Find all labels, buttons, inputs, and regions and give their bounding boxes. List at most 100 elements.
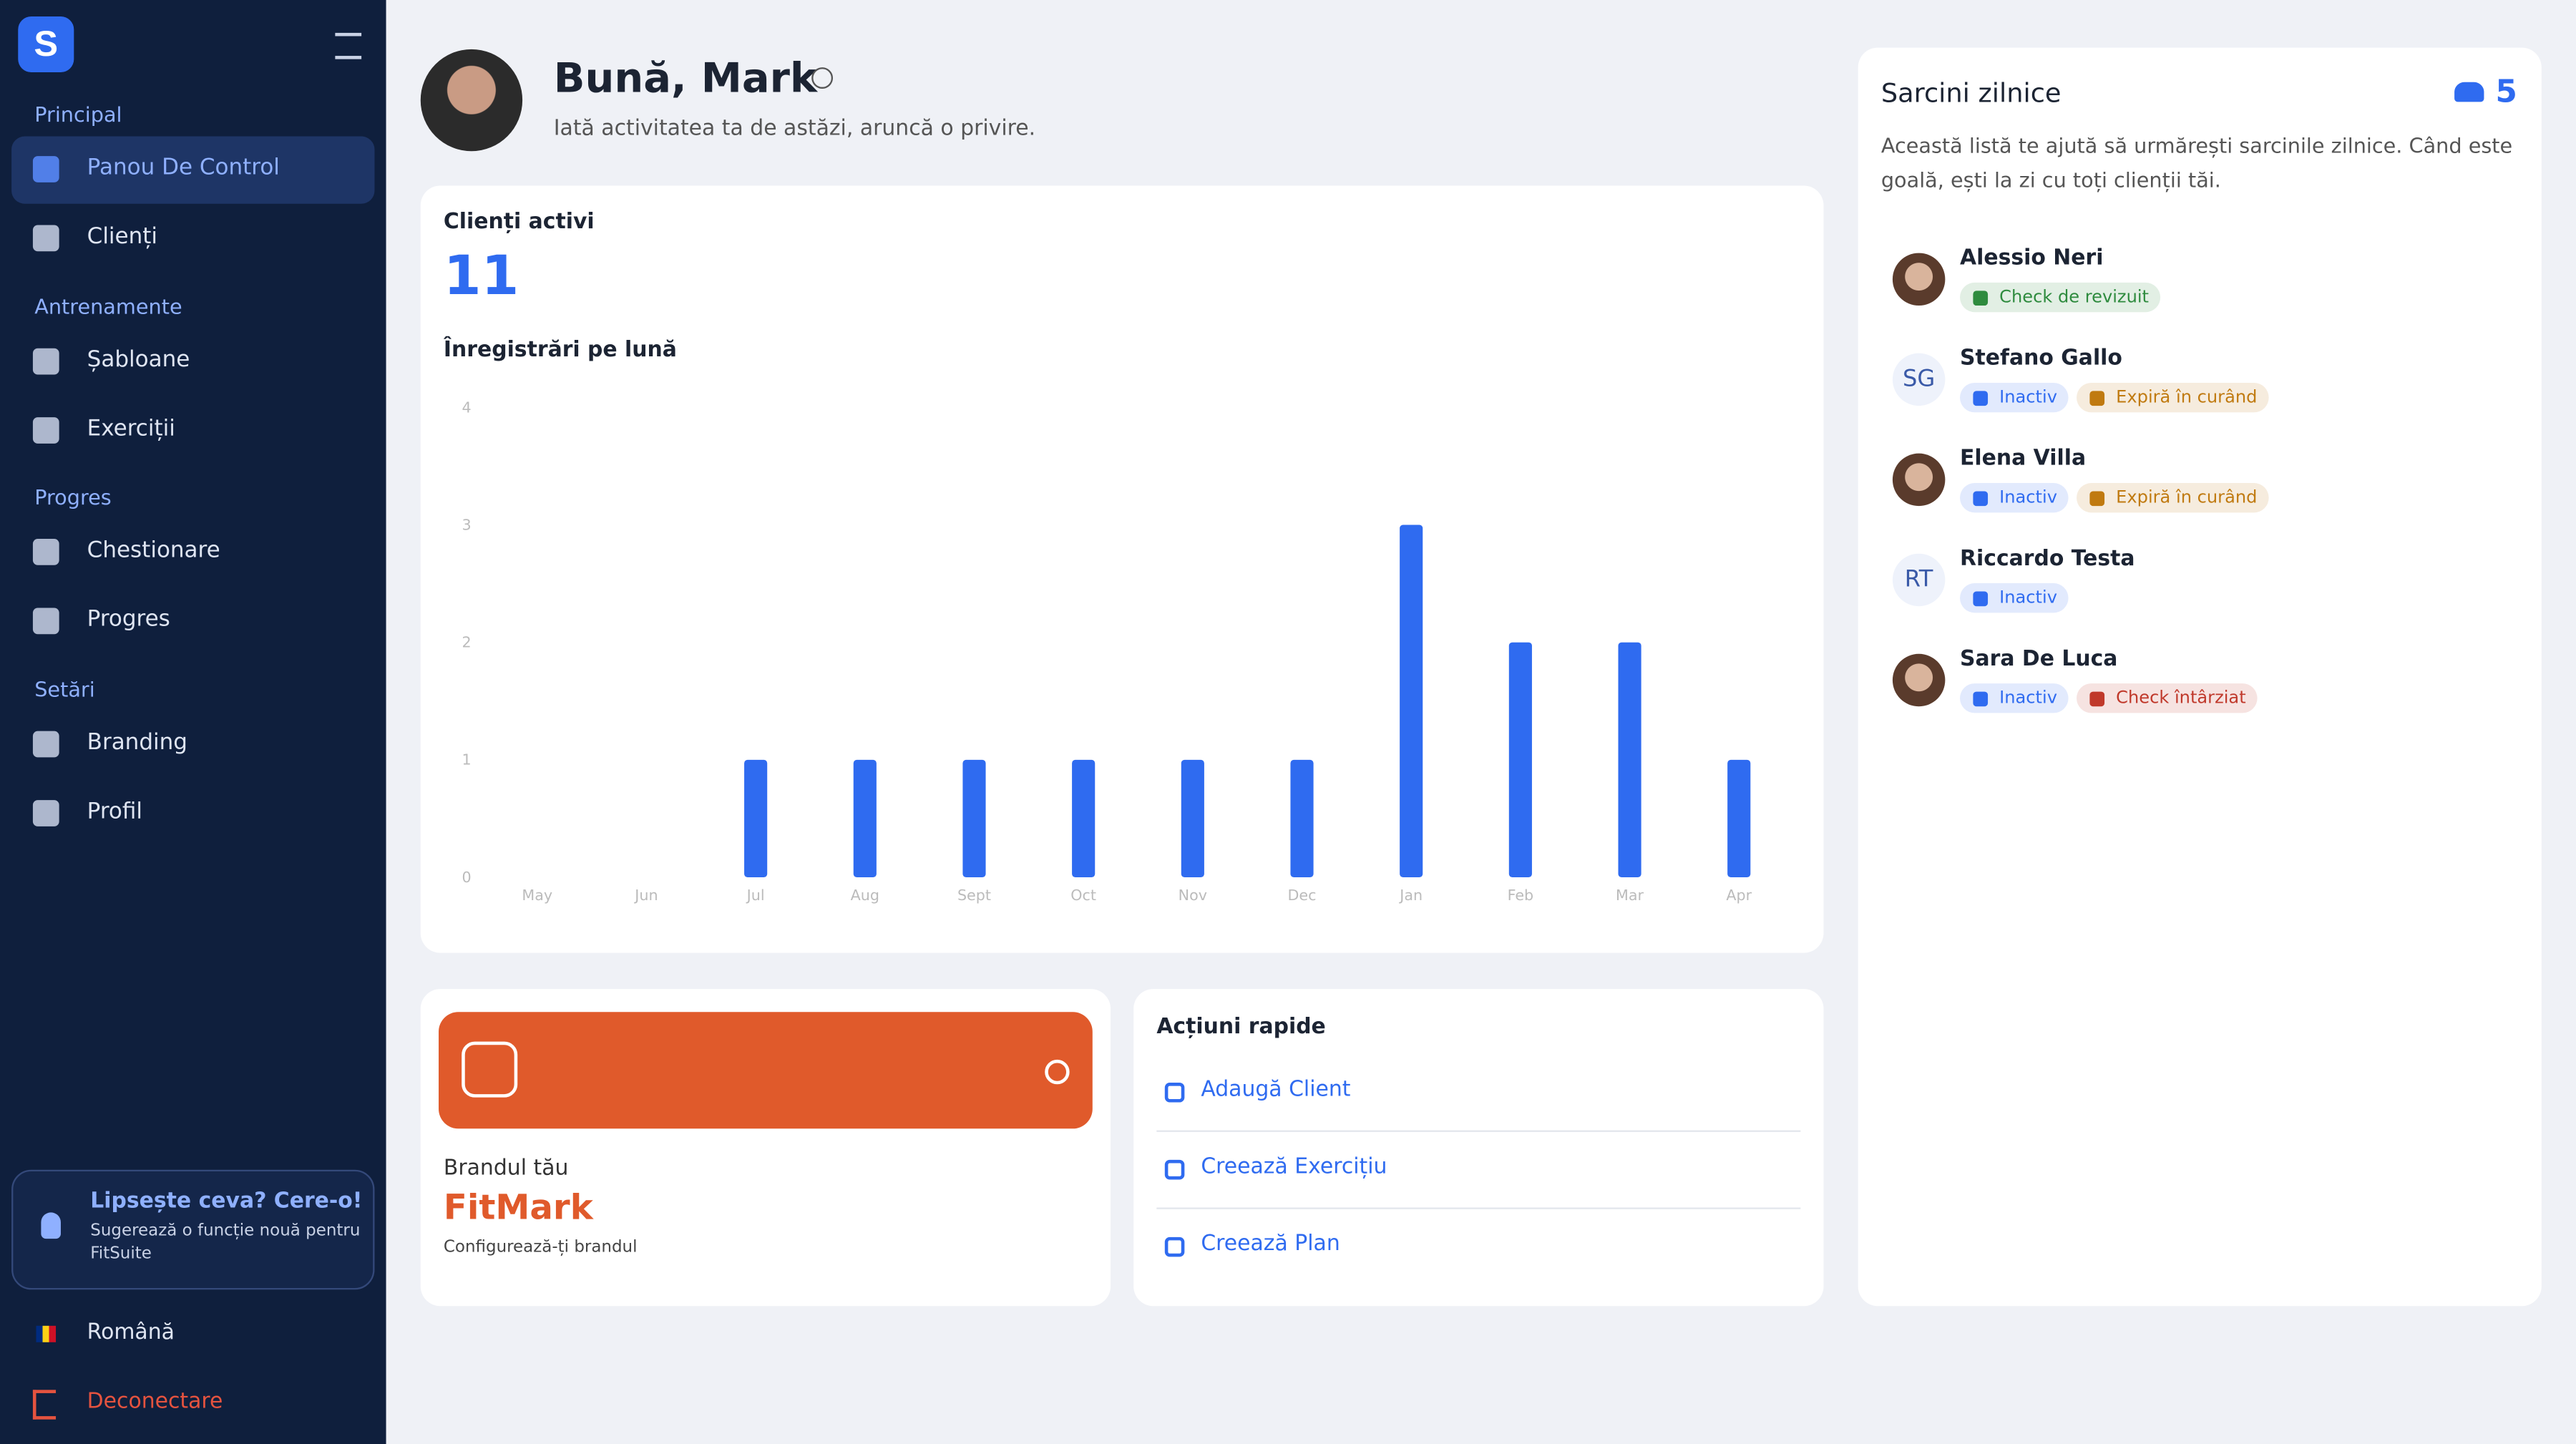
- nav-item[interactable]: Panou De Control: [87, 154, 280, 181]
- bar: [853, 759, 877, 878]
- logout[interactable]: Deconectare: [87, 1390, 223, 1415]
- y-tick-label: 0: [462, 869, 471, 886]
- status-tag: Inactiv: [1960, 583, 2069, 613]
- promo-title: Lipsește ceva? Cere-o!: [90, 1189, 363, 1214]
- quick-action[interactable]: Creează Plan: [1201, 1231, 1340, 1257]
- status-tag: Check întârziat: [2077, 683, 2258, 713]
- status-tag: Inactiv: [1960, 382, 2069, 413]
- y-tick-label: 1: [462, 751, 471, 769]
- quick-action[interactable]: Creează Exercițiu: [1201, 1155, 1387, 1180]
- tag-icon: [2089, 391, 2105, 406]
- nav-section-title: Setări: [34, 676, 95, 702]
- client-name[interactable]: Riccardo Testa: [1960, 547, 2135, 572]
- nav-item[interactable]: Exerciții: [87, 415, 175, 442]
- divider: [1156, 1130, 1801, 1132]
- flag-icon: [36, 1325, 57, 1342]
- nav-icon: [32, 225, 59, 252]
- help-icon[interactable]: [811, 67, 834, 89]
- nav-icon: [32, 608, 59, 635]
- nav-item[interactable]: Profil: [87, 798, 142, 825]
- quick-action-icon: [1164, 1159, 1185, 1180]
- tag-icon: [1973, 491, 1989, 507]
- tag-icon: [1973, 591, 1989, 607]
- nav-icon: [32, 156, 59, 182]
- promo-box[interactable]: [11, 1169, 375, 1290]
- tasks-people-icon: [2454, 82, 2484, 102]
- brand-name: FitMark: [443, 1187, 593, 1228]
- bar: [1508, 642, 1532, 878]
- tasks-count: 5: [2495, 74, 2517, 110]
- nav-item[interactable]: Chestionare: [87, 537, 220, 564]
- client-name[interactable]: Sara De Luca: [1960, 647, 2118, 673]
- active-clients-value: 11: [443, 243, 519, 308]
- nav-icon: [32, 539, 59, 565]
- status-tag: Expiră în curând: [2077, 382, 2269, 413]
- nav-icon: [32, 348, 59, 375]
- bar: [744, 759, 768, 878]
- user-avatar: [420, 49, 523, 152]
- brand-banner[interactable]: [439, 1012, 1093, 1129]
- tag-icon: [2089, 491, 2105, 507]
- quick-actions-title: Acțiuni rapide: [1156, 1015, 1326, 1040]
- x-tick-label: Jul: [746, 887, 765, 904]
- status-tag: Expiră în curând: [2077, 483, 2269, 513]
- client-name[interactable]: Stefano Gallo: [1960, 346, 2122, 371]
- divider: [1156, 1207, 1801, 1209]
- quick-action-icon: [1164, 1083, 1185, 1103]
- x-tick-label: Sept: [957, 887, 991, 904]
- tasks-title: Sarcini zilnice: [1880, 77, 2062, 109]
- logo[interactable]: S: [18, 16, 74, 73]
- quick-actions-card: [1133, 989, 1824, 1307]
- logout-icon: [32, 1390, 57, 1420]
- nav-section-title: Principal: [34, 102, 122, 127]
- tag-icon: [1973, 291, 1989, 306]
- nav-icon: [32, 417, 59, 444]
- collapse-button[interactable]: [335, 32, 362, 59]
- nav-section-title: Antrenamente: [34, 293, 182, 319]
- client-avatar: [1892, 253, 1946, 306]
- promo-icon: [41, 1212, 61, 1239]
- bar: [1400, 525, 1423, 878]
- status-tag: Check de revizuit: [1960, 282, 2161, 313]
- tag-icon: [1973, 691, 1989, 707]
- bar: [1072, 759, 1096, 878]
- bar: [1618, 642, 1641, 878]
- x-tick-label: Jan: [1398, 887, 1423, 904]
- client-avatar: RT: [1892, 553, 1946, 607]
- tag-icon: [2089, 691, 2105, 707]
- x-tick-label: Mar: [1616, 887, 1644, 904]
- nav-item[interactable]: Clienți: [87, 223, 158, 250]
- x-tick-label: Jun: [633, 887, 658, 904]
- y-tick-label: 3: [462, 516, 471, 533]
- bar: [962, 759, 986, 878]
- quick-action-icon: [1164, 1236, 1185, 1257]
- nav-icon: [32, 800, 59, 826]
- x-tick-label: Apr: [1726, 887, 1752, 904]
- bar: [1727, 759, 1751, 878]
- palette-icon[interactable]: [1045, 1059, 1070, 1085]
- quick-action[interactable]: Adaugă Client: [1201, 1078, 1351, 1103]
- x-tick-label: Feb: [1508, 887, 1534, 904]
- brand-link[interactable]: Configurează-ți brandul: [443, 1239, 638, 1257]
- tasks-card: [1858, 47, 2542, 1307]
- brand-logo: [462, 1041, 518, 1098]
- nav-item[interactable]: Branding: [87, 729, 187, 756]
- nav-item[interactable]: Șabloane: [87, 346, 190, 374]
- status-tag: Inactiv: [1960, 483, 2069, 513]
- x-tick-label: Oct: [1070, 887, 1096, 904]
- active-nav-bg: [11, 136, 375, 204]
- language[interactable]: Română: [87, 1320, 175, 1346]
- y-tick-label: 4: [462, 399, 471, 416]
- bar: [1181, 759, 1204, 878]
- subtitle: Iată activitatea ta de astăzi, aruncă o …: [553, 117, 1036, 142]
- client-avatar: SG: [1892, 353, 1946, 406]
- client-name[interactable]: Elena Villa: [1960, 447, 2087, 472]
- nav-item[interactable]: Progres: [87, 606, 170, 633]
- nav-icon: [32, 731, 59, 758]
- brand-label: Brandul tău: [443, 1156, 569, 1181]
- y-tick-label: 2: [462, 634, 471, 651]
- active-clients-label: Clienți activi: [443, 210, 595, 235]
- client-name[interactable]: Alessio Neri: [1960, 246, 2104, 271]
